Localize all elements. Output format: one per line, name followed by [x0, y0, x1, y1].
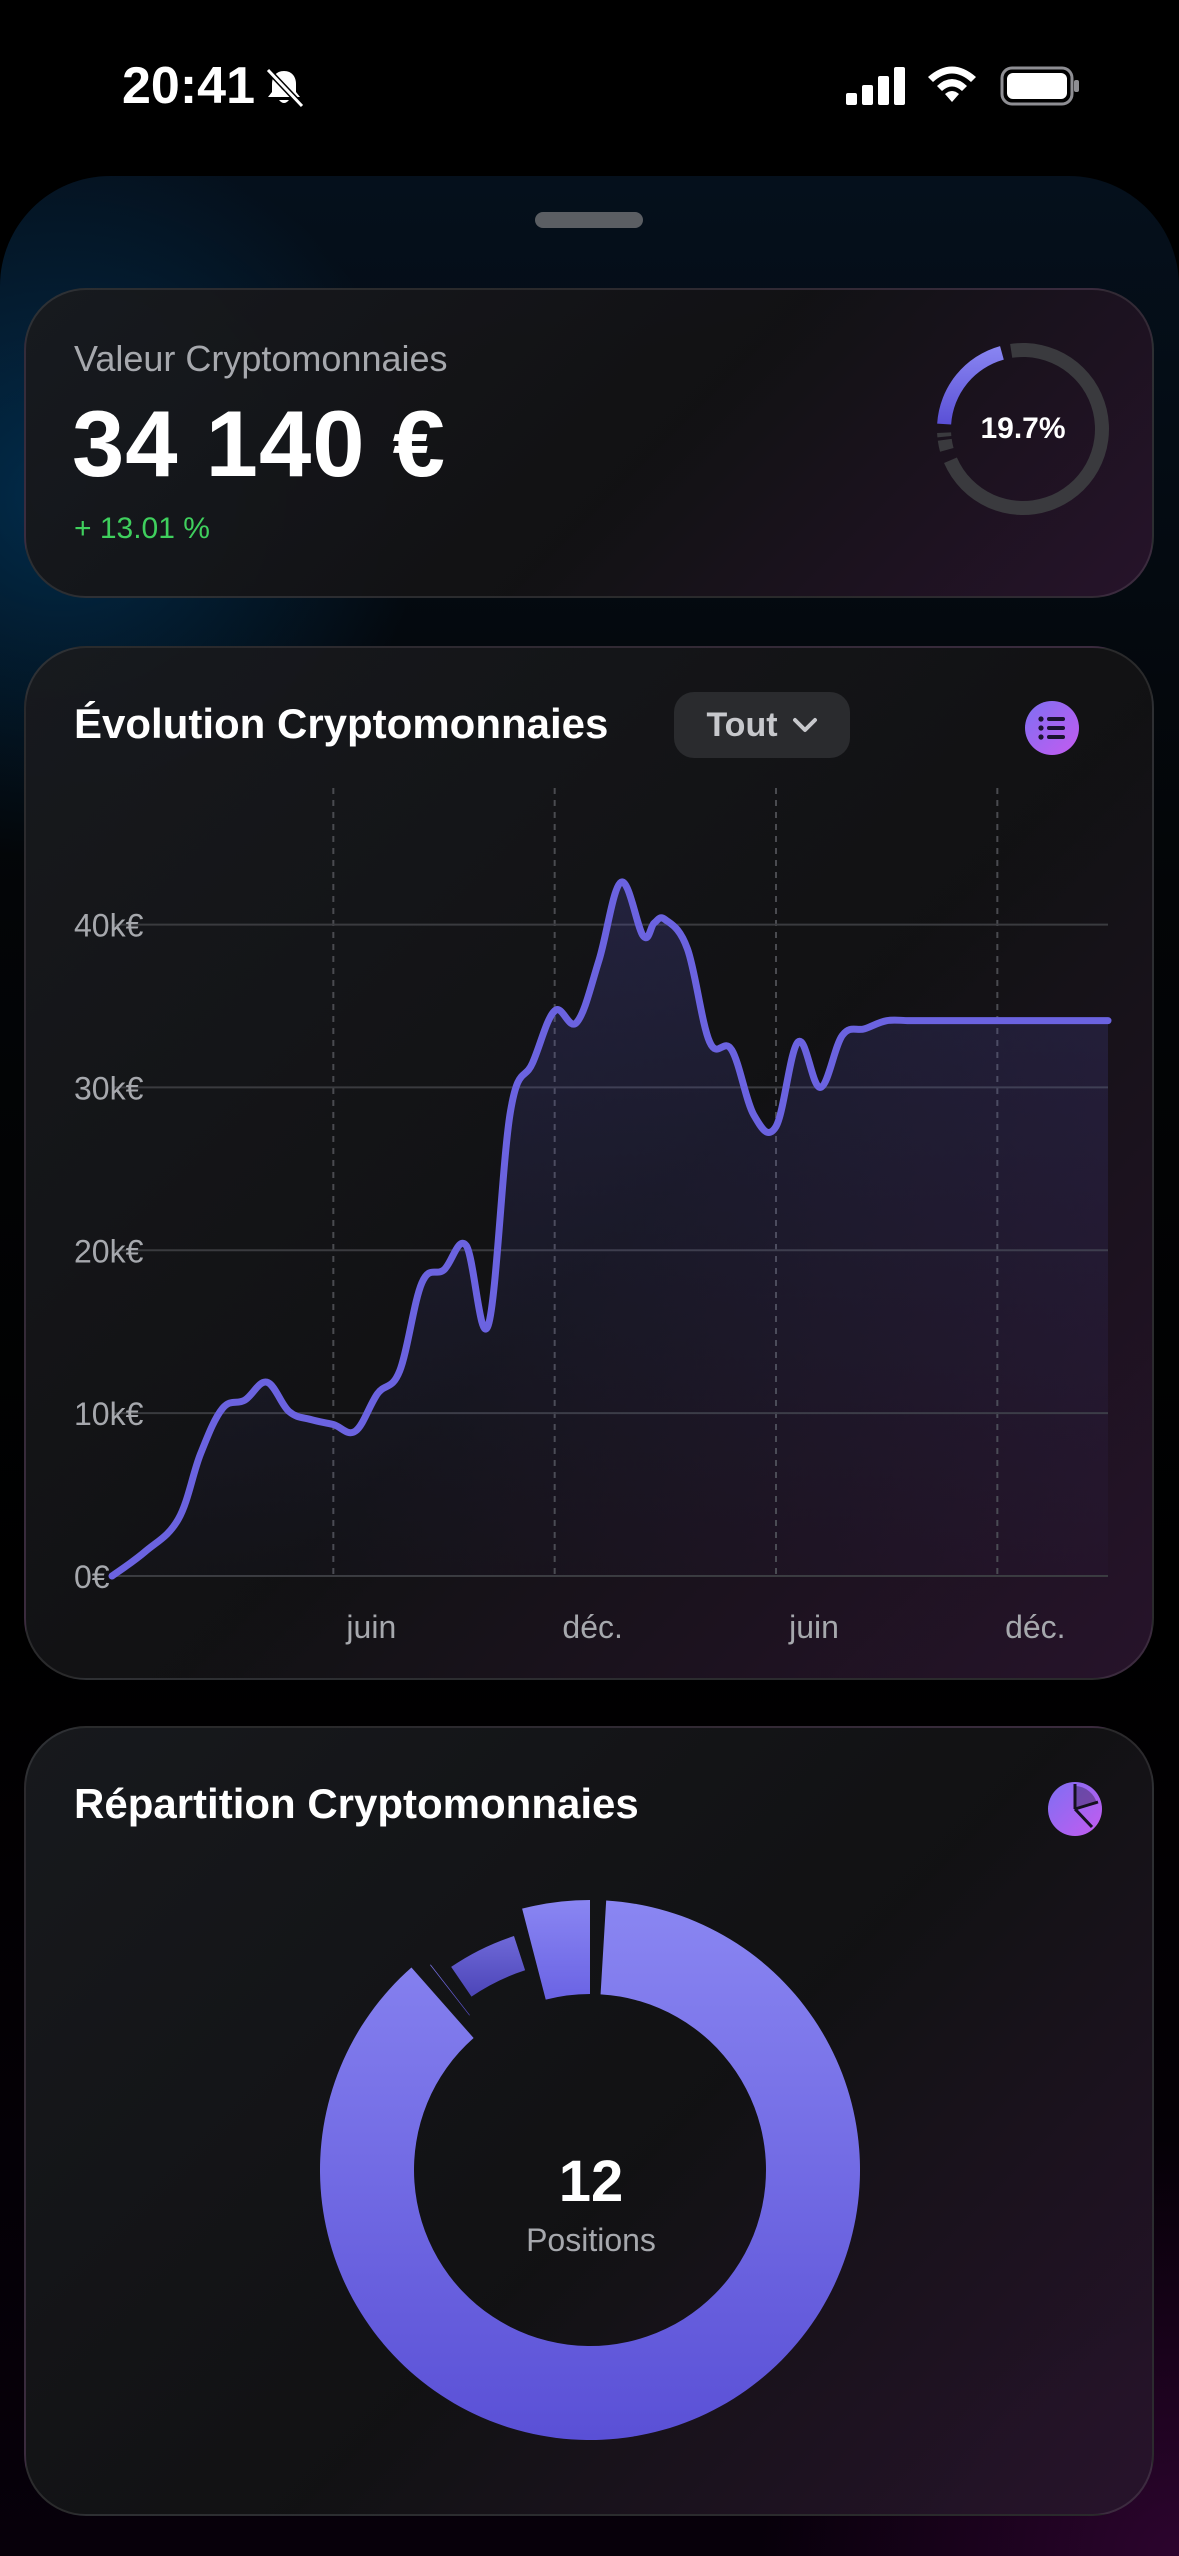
donut-segment [451, 1936, 526, 1997]
evolution-title: Évolution Cryptomonnaies [74, 700, 609, 747]
period-filter-label: Tout [706, 705, 778, 744]
x-tick-label: juin [788, 1609, 839, 1645]
positions-count: 12 [558, 2149, 624, 2214]
y-tick-label: 10k€ [74, 1396, 144, 1432]
y-tick-label: 20k€ [74, 1233, 144, 1269]
repartition-card: Répartition Cryptomonnaies 12 Positions [24, 1726, 1154, 2516]
area-fill [112, 881, 1108, 1576]
wifi-icon [928, 66, 976, 102]
donut-segment [522, 1900, 590, 2000]
sheet-grabber[interactable] [535, 212, 643, 228]
donut-segment [430, 1964, 470, 2016]
x-tick-label: juin [345, 1609, 396, 1645]
evolution-card: Évolution Cryptomonnaies Tout 0€ 10k€ 20k€… [24, 646, 1154, 1680]
list-icon[interactable] [1024, 700, 1080, 756]
period-filter-button[interactable]: Tout [674, 692, 850, 758]
pie-chart-icon[interactable] [1046, 1780, 1104, 1838]
series-line [108, 878, 1112, 1580]
y-tick-label: 30k€ [74, 1070, 144, 1106]
repartition-title: Répartition Cryptomonnaies [74, 1780, 639, 1827]
share-percent: 19.7% [980, 412, 1066, 445]
share-track-small [937, 432, 952, 438]
repartition-donut-area: 12 Positions [26, 1728, 1156, 2518]
bell-slash-icon [265, 67, 305, 109]
y-tick-label: 40k€ [74, 908, 144, 944]
share-track-small [937, 438, 954, 452]
donut-segment [320, 1900, 861, 2440]
positions-label: Positions [526, 2222, 656, 2258]
x-tick-label: déc. [562, 1609, 622, 1645]
repartition-donut [320, 1900, 861, 2440]
share-arc [937, 346, 1004, 425]
x-tick-label: déc. [1005, 1609, 1065, 1645]
value-card[interactable]: Valeur Cryptomonnaies 34 140 € + 13.01 %… [24, 288, 1154, 598]
status-bar: 20:41 [0, 0, 1179, 175]
status-time: 20:41 [122, 57, 255, 115]
y-tick-label: 0€ [74, 1559, 110, 1595]
evolution-chart: 0€ 10k€ 20k€ 30k€ 40k€ juin déc. juin déc. [74, 788, 1112, 1645]
value-amount: 34 140 € [72, 391, 446, 496]
cellular-signal-icon [846, 67, 905, 105]
value-label: Valeur Cryptomonnaies [74, 338, 448, 379]
value-change: + 13.01 % [74, 512, 210, 545]
share-donut [937, 343, 1109, 515]
battery-icon [1000, 66, 1079, 106]
chevron-down-icon [792, 718, 817, 732]
